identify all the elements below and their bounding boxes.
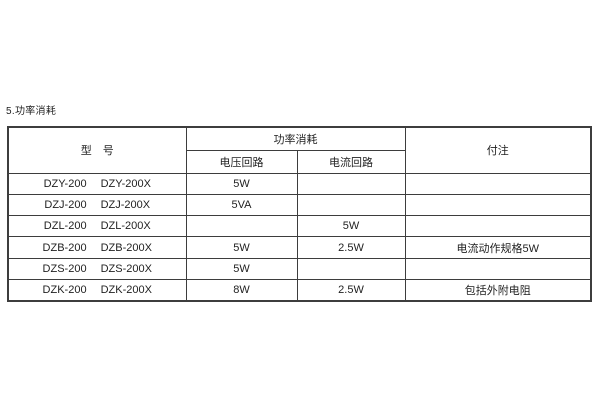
- header-note: 付注: [404, 126, 592, 174]
- current-cell: [296, 172, 406, 195]
- note-cell: 电流动作规格5W: [404, 236, 592, 259]
- current-cell: 5W: [296, 215, 406, 238]
- voltage-cell: 8W: [185, 279, 298, 302]
- note-cell: [404, 215, 592, 238]
- model-name-variant: DZL-200X: [100, 220, 151, 233]
- header-voltage-circuit: 电压回路: [185, 149, 298, 174]
- header-model: 型 号: [7, 126, 187, 174]
- note-cell: [404, 172, 592, 195]
- model-name-primary: DZK-200: [42, 284, 87, 297]
- header-power-group: 功率消耗: [185, 126, 406, 151]
- voltage-cell: 5VA: [185, 193, 298, 217]
- current-cell: 2.5W: [296, 236, 406, 259]
- voltage-cell: 5W: [185, 257, 298, 281]
- table-row: DZJ-200 DZJ-200X 5VA: [7, 193, 592, 217]
- header-row-sub: 电压回路 电流回路: [8, 149, 591, 174]
- model-name-primary: DZB-200: [42, 241, 87, 254]
- table-row: DZK-200 DZK-200X 8W 2.5W 包括外附电阻: [7, 279, 592, 302]
- power-consumption-table: 型 号 功率消耗 付注 电压回路 电流回路 DZY-200 DZY-200X 5W…: [7, 126, 592, 302]
- model-name-variant: DZJ-200X: [100, 198, 151, 211]
- model-name-variant: DZY-200X: [100, 177, 151, 190]
- model-cell: DZS-200 DZS-200X: [7, 257, 187, 281]
- table-row: DZL-200 DZL-200X 5W: [7, 215, 592, 238]
- table-row: DZY-200 DZY-200X 5W: [7, 172, 592, 195]
- model-cell: DZL-200 DZL-200X: [7, 215, 187, 238]
- model-name-primary: DZS-200: [42, 262, 87, 275]
- table-body: DZY-200 DZY-200X 5W DZJ-200 DZJ-200X 5VA D…: [7, 172, 592, 302]
- current-cell: [296, 193, 406, 217]
- voltage-cell: 5W: [185, 172, 298, 195]
- voltage-cell: 5W: [185, 236, 298, 259]
- note-cell: [404, 257, 592, 281]
- note-cell: 包括外附电阻: [404, 279, 592, 302]
- model-cell: DZK-200 DZK-200X: [7, 279, 187, 302]
- section-title: 5.功率消耗: [6, 106, 57, 117]
- header-row-top: 型 号 功率消耗 付注: [7, 126, 592, 174]
- header-current-circuit: 电流回路: [296, 149, 406, 174]
- table-row: DZB-200 DZB-200X 5W 2.5W 电流动作规格5W: [7, 236, 592, 259]
- current-cell: [296, 257, 406, 281]
- note-cell: [404, 193, 592, 217]
- table-header: 型 号 功率消耗 付注 电压回路 电流回路: [7, 126, 592, 174]
- model-name-variant: DZB-200X: [100, 241, 152, 254]
- current-cell: 2.5W: [296, 279, 406, 302]
- model-name-primary: DZJ-200: [44, 198, 87, 211]
- table-row: DZS-200 DZS-200X 5W: [7, 257, 592, 281]
- model-name-variant: DZS-200X: [100, 262, 152, 275]
- model-cell: DZB-200 DZB-200X: [7, 236, 187, 259]
- voltage-cell: [185, 215, 298, 238]
- model-name-variant: DZK-200X: [100, 284, 152, 297]
- model-cell: DZY-200 DZY-200X: [7, 172, 187, 195]
- model-name-primary: DZY-200: [43, 177, 87, 190]
- model-cell: DZJ-200 DZJ-200X: [7, 193, 187, 217]
- model-name-primary: DZL-200: [43, 220, 87, 233]
